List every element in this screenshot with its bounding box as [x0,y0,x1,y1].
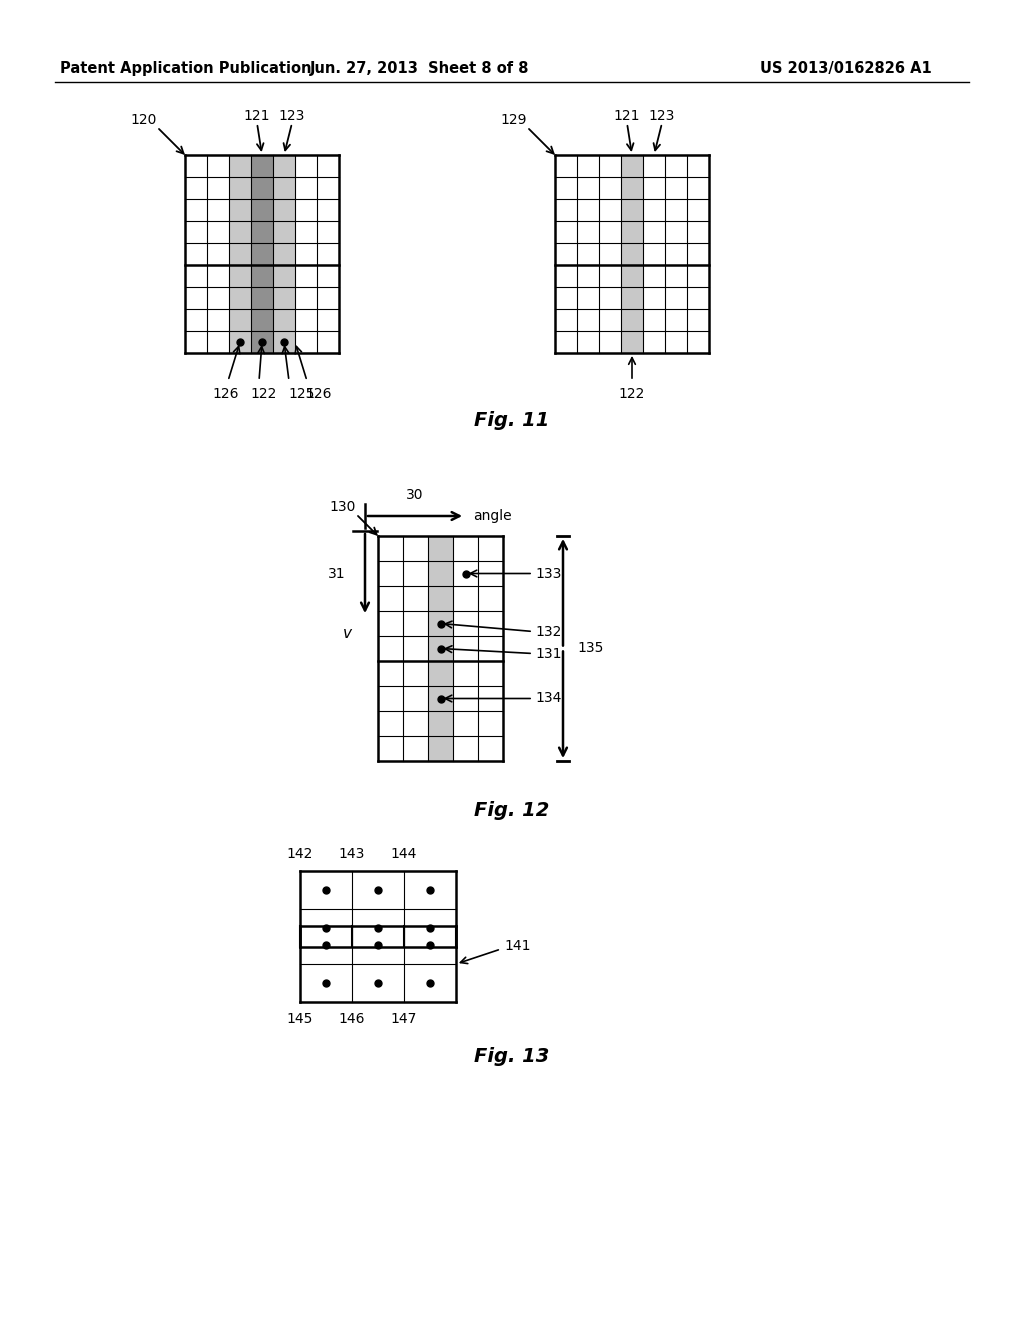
Bar [229,154,251,352]
Text: 145: 145 [287,1012,313,1026]
Text: Patent Application Publication: Patent Application Publication [60,61,311,75]
Text: 122: 122 [618,387,645,401]
Bar [428,536,453,762]
Text: 144: 144 [391,847,417,861]
Text: Fig. 12: Fig. 12 [474,801,550,821]
Text: 121: 121 [244,110,270,123]
Text: 131: 131 [535,647,561,660]
Text: 141: 141 [504,939,530,953]
Text: 121: 121 [613,110,640,123]
Text: 143: 143 [339,847,366,861]
Text: Fig. 11: Fig. 11 [474,412,550,430]
Text: 142: 142 [287,847,313,861]
Text: US 2013/0162826 A1: US 2013/0162826 A1 [760,61,932,75]
Bar [251,154,273,352]
Text: 129: 129 [501,114,527,127]
Bar [273,154,295,352]
Text: 123: 123 [279,110,305,123]
Text: angle: angle [473,510,512,523]
Text: 126: 126 [213,387,240,401]
Text: 146: 146 [339,1012,366,1026]
Text: 123: 123 [649,110,675,123]
Bar [621,154,643,352]
Text: 31: 31 [328,566,346,581]
Text: 122: 122 [251,387,278,401]
Text: 125: 125 [289,387,315,401]
Text: 135: 135 [577,642,603,656]
Text: 133: 133 [535,566,561,581]
Text: Fig. 13: Fig. 13 [474,1048,550,1067]
Text: Jun. 27, 2013  Sheet 8 of 8: Jun. 27, 2013 Sheet 8 of 8 [310,61,529,75]
Text: 30: 30 [407,488,424,502]
Text: 120: 120 [131,114,157,127]
Text: v: v [342,626,351,642]
Text: 126: 126 [306,387,332,401]
Text: 132: 132 [535,624,561,639]
Text: 134: 134 [535,692,561,705]
Text: 147: 147 [391,1012,417,1026]
Text: 130: 130 [330,500,356,513]
